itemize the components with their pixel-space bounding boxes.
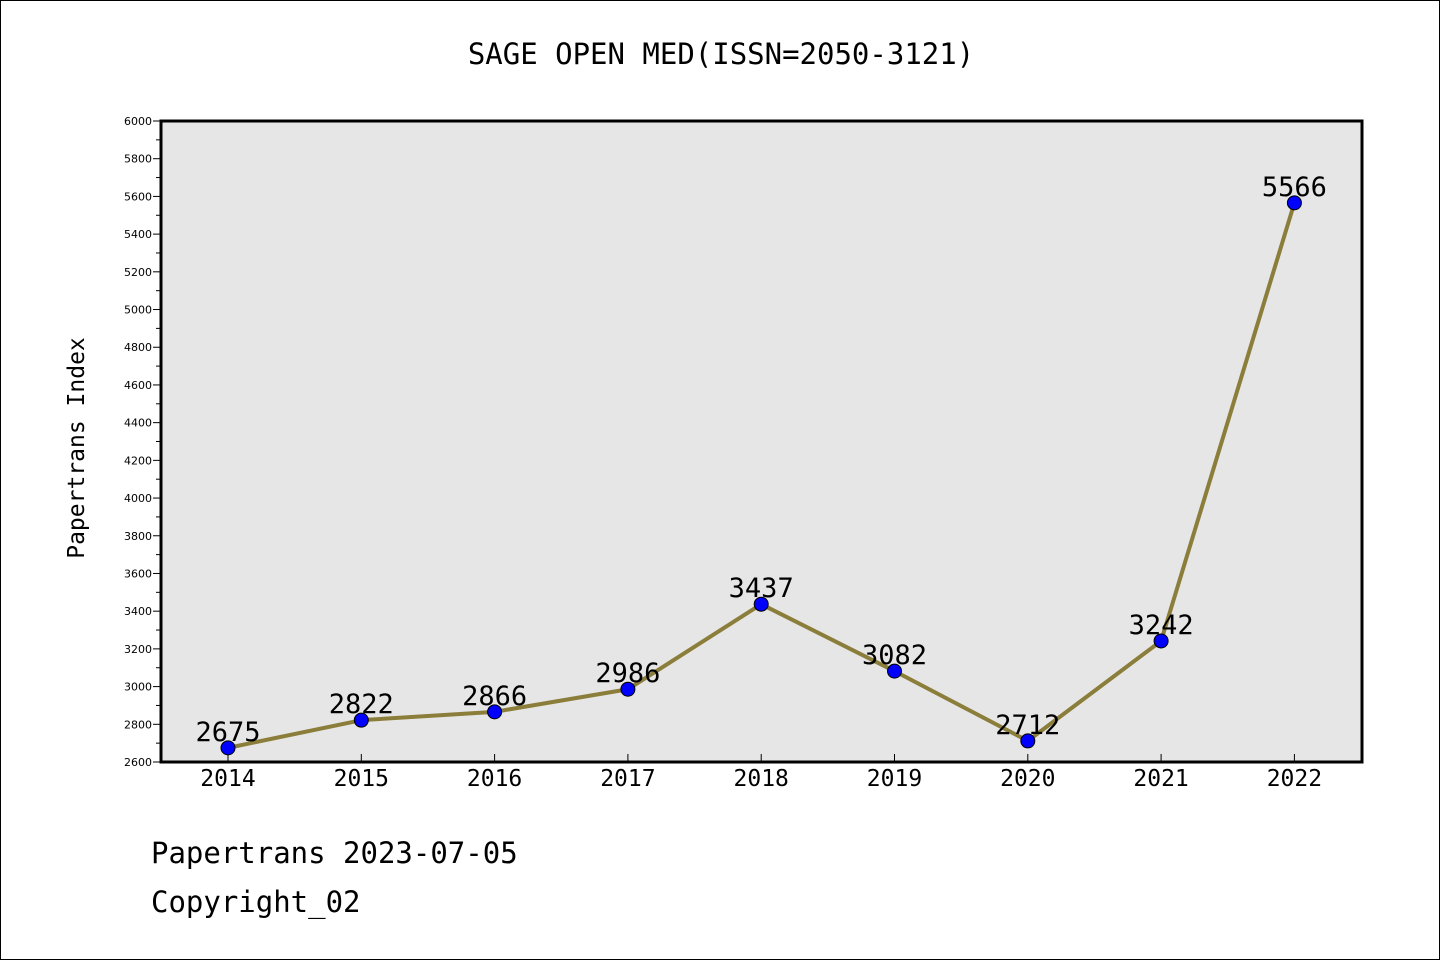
x-tick-label: 2017 bbox=[600, 766, 655, 792]
y-tick-label: 6000 bbox=[124, 115, 152, 128]
y-tick-label: 3200 bbox=[124, 643, 152, 656]
chart-title: SAGE OPEN MED(ISSN=2050-3121) bbox=[467, 37, 975, 71]
x-tick-label: 2022 bbox=[1267, 766, 1322, 792]
data-point bbox=[887, 663, 902, 679]
y-tick-label: 3600 bbox=[124, 567, 152, 580]
data-label: 2986 bbox=[595, 658, 660, 689]
y-tick-label: 4000 bbox=[124, 492, 152, 505]
y-tick-label: 5200 bbox=[124, 266, 152, 279]
data-point bbox=[753, 596, 769, 612]
y-tick-label: 3400 bbox=[124, 605, 152, 618]
data-label: 3242 bbox=[1129, 610, 1194, 641]
y-tick-label: 5400 bbox=[124, 228, 152, 241]
data-point bbox=[1153, 633, 1169, 649]
y-tick-label: 4600 bbox=[124, 379, 152, 392]
y-tick-label: 3800 bbox=[124, 530, 152, 543]
data-label: 3082 bbox=[862, 640, 927, 671]
x-tick-label: 2018 bbox=[734, 766, 789, 792]
footer-date: Papertrans 2023-07-05 bbox=[151, 836, 518, 870]
x-tick-label: 2020 bbox=[1000, 766, 1055, 792]
y-tick-label: 4800 bbox=[124, 341, 152, 354]
data-point bbox=[1286, 195, 1302, 211]
data-points bbox=[220, 195, 1302, 756]
data-label: 3437 bbox=[729, 573, 794, 604]
y-tick-label: 5800 bbox=[124, 153, 152, 166]
y-tick-label: 4200 bbox=[124, 454, 152, 467]
x-tick-label: 2015 bbox=[334, 766, 389, 792]
x-tick-label: 2014 bbox=[200, 766, 255, 792]
data-point bbox=[220, 740, 236, 756]
x-tick-label: 2021 bbox=[1133, 766, 1188, 792]
data-labels: 2675 2822 2866 2986 3437 3082 2712 3242 5566 bbox=[195, 172, 1326, 748]
plot-area bbox=[161, 121, 1362, 762]
x-tick-label: 2019 bbox=[867, 766, 922, 792]
y-tick-label: 4400 bbox=[124, 417, 152, 430]
data-label: 2712 bbox=[995, 710, 1060, 741]
y-tick-label: 3000 bbox=[124, 681, 152, 694]
plot-frame bbox=[159, 119, 1364, 764]
x-tick-label: 2016 bbox=[467, 766, 522, 792]
data-label: 2822 bbox=[329, 689, 394, 720]
y-axis: 2600 2800 3000 3200 3400 3600 3800 4000 4200 4400… bbox=[124, 115, 161, 769]
data-label: 5566 bbox=[1262, 172, 1327, 203]
y-tick-label: 2800 bbox=[124, 718, 152, 731]
data-point bbox=[620, 681, 636, 697]
y-tick-label: 5000 bbox=[124, 304, 152, 317]
y-tick-label: 2600 bbox=[124, 756, 152, 769]
data-point bbox=[1020, 733, 1036, 749]
y-tick-label: 5600 bbox=[124, 190, 152, 203]
footer-copyright: Copyright_02 bbox=[151, 885, 361, 919]
data-label: 2866 bbox=[462, 681, 527, 712]
data-label: 2675 bbox=[195, 717, 260, 748]
data-point bbox=[487, 704, 503, 720]
data-point bbox=[353, 712, 369, 728]
x-axis: 2014 2015 2016 2017 2018 2019 2020 2021 2022 bbox=[200, 754, 1322, 792]
